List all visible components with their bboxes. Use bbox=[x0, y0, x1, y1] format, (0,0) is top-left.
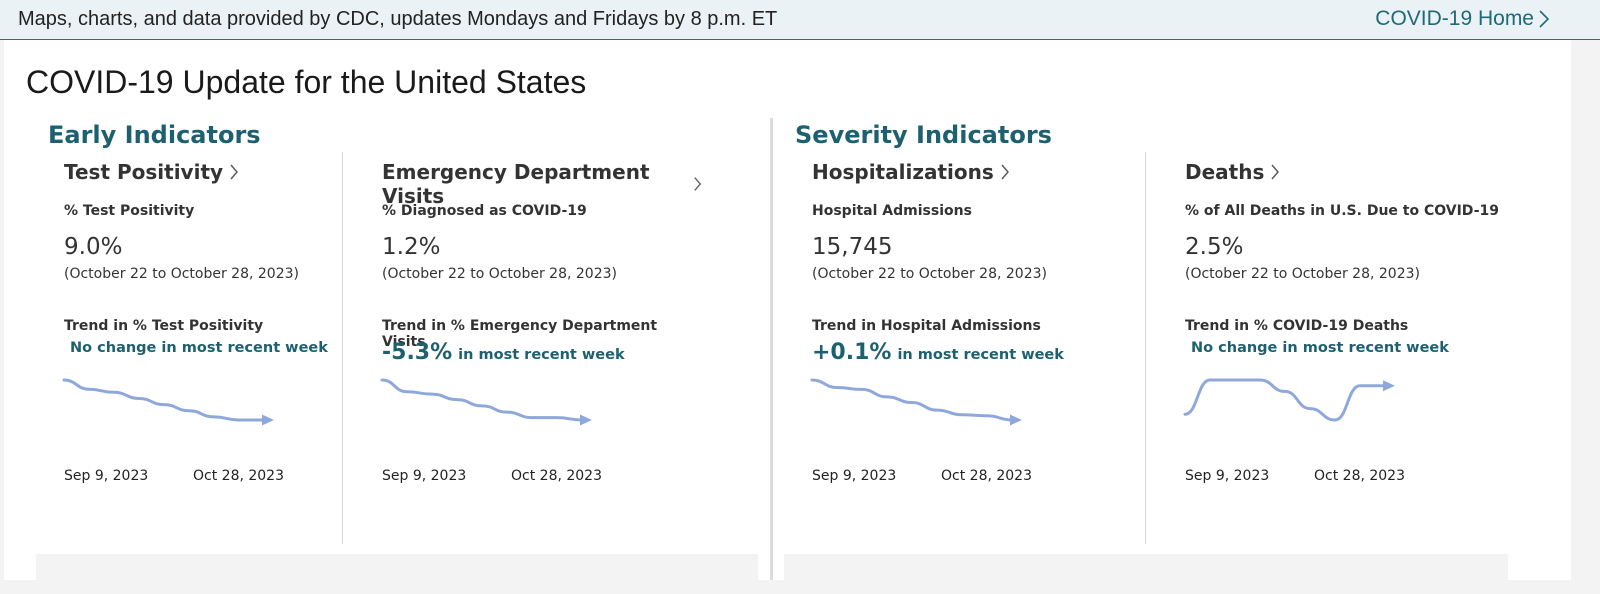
card-title: Test Positivity bbox=[64, 160, 224, 184]
card-title: Hospitalizations bbox=[812, 160, 994, 184]
trend-label: Trend in % COVID-19 Deaths bbox=[1185, 318, 1409, 334]
column-divider bbox=[1145, 152, 1146, 544]
chevron-right-icon bbox=[1271, 164, 1280, 180]
top-banner: Maps, charts, and data provided by CDC, … bbox=[0, 0, 1600, 40]
covid-home-label: COVID-19 Home bbox=[1375, 7, 1534, 30]
axis-start-date: Sep 9, 2023 bbox=[382, 468, 467, 484]
trend-sparkline bbox=[62, 378, 274, 426]
metric-label: % Diagnosed as COVID-19 bbox=[382, 203, 587, 219]
page-title: COVID-19 Update for the United States bbox=[26, 64, 587, 100]
trend-sparkline bbox=[1183, 378, 1395, 422]
trend-note: +0.1% in most recent week bbox=[812, 340, 1064, 365]
sparkline-arrow-icon bbox=[1010, 414, 1022, 426]
covid-home-link[interactable]: COVID-19 Home bbox=[1375, 7, 1550, 31]
card-deaths: Deaths % of All Deaths in U.S. Due to CO… bbox=[1183, 160, 1505, 484]
trend-sparkline bbox=[380, 378, 592, 426]
axis-start-date: Sep 9, 2023 bbox=[64, 468, 149, 484]
hospitalizations-link[interactable]: Hospitalizations bbox=[812, 160, 1132, 184]
data-source-note: Maps, charts, and data provided by CDC, … bbox=[18, 8, 778, 30]
card-test-positivity: Test Positivity % Test Positivity 9.0% (… bbox=[62, 160, 384, 484]
axis-end-date: Oct 28, 2023 bbox=[511, 468, 602, 484]
sparkline-path bbox=[380, 378, 584, 422]
card-title: Deaths bbox=[1185, 160, 1265, 184]
card-hospitalizations: Hospitalizations Hospital Admissions 15,… bbox=[810, 160, 1132, 484]
axis-end-date: Oct 28, 2023 bbox=[193, 468, 284, 484]
metric-value: 1.2% bbox=[382, 234, 441, 260]
date-range: (October 22 to October 28, 2023) bbox=[64, 266, 299, 282]
trend-label: Trend in Hospital Admissions bbox=[812, 318, 1041, 334]
date-range: (October 22 to October 28, 2023) bbox=[1185, 266, 1420, 282]
metric-label: Hospital Admissions bbox=[812, 203, 972, 219]
trend-label: Trend in % Test Positivity bbox=[64, 318, 264, 334]
date-range: (October 22 to October 28, 2023) bbox=[812, 266, 1047, 282]
sparkline-path bbox=[62, 378, 266, 422]
early-indicators-heading: Early Indicators bbox=[48, 121, 261, 149]
axis-end-date: Oct 28, 2023 bbox=[941, 468, 1032, 484]
chevron-right-icon bbox=[694, 177, 702, 191]
trend-text: No change in most recent week bbox=[70, 340, 328, 356]
trend-percent: -5.3% bbox=[382, 340, 453, 365]
metric-value: 15,745 bbox=[812, 234, 893, 260]
emergency-department-visits-link[interactable]: Emergency Department Visits bbox=[382, 160, 702, 208]
sparkline-path bbox=[810, 378, 1014, 422]
trend-text: in most recent week bbox=[458, 347, 625, 363]
axis-start-date: Sep 9, 2023 bbox=[1185, 468, 1270, 484]
sparkline-arrow-icon bbox=[580, 414, 592, 426]
metric-label: % Test Positivity bbox=[64, 203, 195, 219]
card-emergency-department-visits: Emergency Department Visits % Diagnosed … bbox=[380, 160, 702, 484]
date-range: (October 22 to October 28, 2023) bbox=[382, 266, 617, 282]
trend-label: Trend in % Emergency Department Visits bbox=[382, 318, 658, 350]
trend-sparkline bbox=[810, 378, 1022, 426]
chevron-right-icon bbox=[1539, 10, 1550, 28]
update-panel: COVID-19 Update for the United States Ea… bbox=[4, 40, 1571, 594]
sparkline-arrow-icon bbox=[262, 414, 274, 426]
test-positivity-link[interactable]: Test Positivity bbox=[64, 160, 384, 184]
sparkline-arrow-icon bbox=[1383, 380, 1395, 392]
trend-note: No change in most recent week bbox=[1185, 340, 1449, 356]
trend-note: -5.3% in most recent week bbox=[382, 340, 625, 365]
section-divider bbox=[770, 118, 773, 580]
axis-start-date: Sep 9, 2023 bbox=[812, 468, 897, 484]
column-divider bbox=[342, 152, 343, 544]
card-title: Emergency Department Visits bbox=[382, 160, 650, 208]
trend-percent: +0.1% bbox=[812, 340, 892, 365]
trend-text: No change in most recent week bbox=[1191, 340, 1449, 356]
severity-indicators-heading: Severity Indicators bbox=[795, 121, 1052, 149]
metric-value: 2.5% bbox=[1185, 234, 1244, 260]
axis-end-date: Oct 28, 2023 bbox=[1314, 468, 1405, 484]
chevron-right-icon bbox=[1001, 164, 1009, 180]
trend-note: No change in most recent week bbox=[64, 340, 328, 356]
sparkline-path bbox=[1183, 378, 1387, 422]
metric-label: % of All Deaths in U.S. Due to COVID-19 bbox=[1185, 203, 1499, 219]
trend-text: in most recent week bbox=[897, 347, 1064, 363]
bottom-panel bbox=[784, 554, 1508, 594]
bottom-panel bbox=[36, 554, 758, 594]
deaths-link[interactable]: Deaths bbox=[1185, 160, 1505, 184]
metric-value: 9.0% bbox=[64, 234, 123, 260]
chevron-right-icon bbox=[230, 164, 238, 180]
